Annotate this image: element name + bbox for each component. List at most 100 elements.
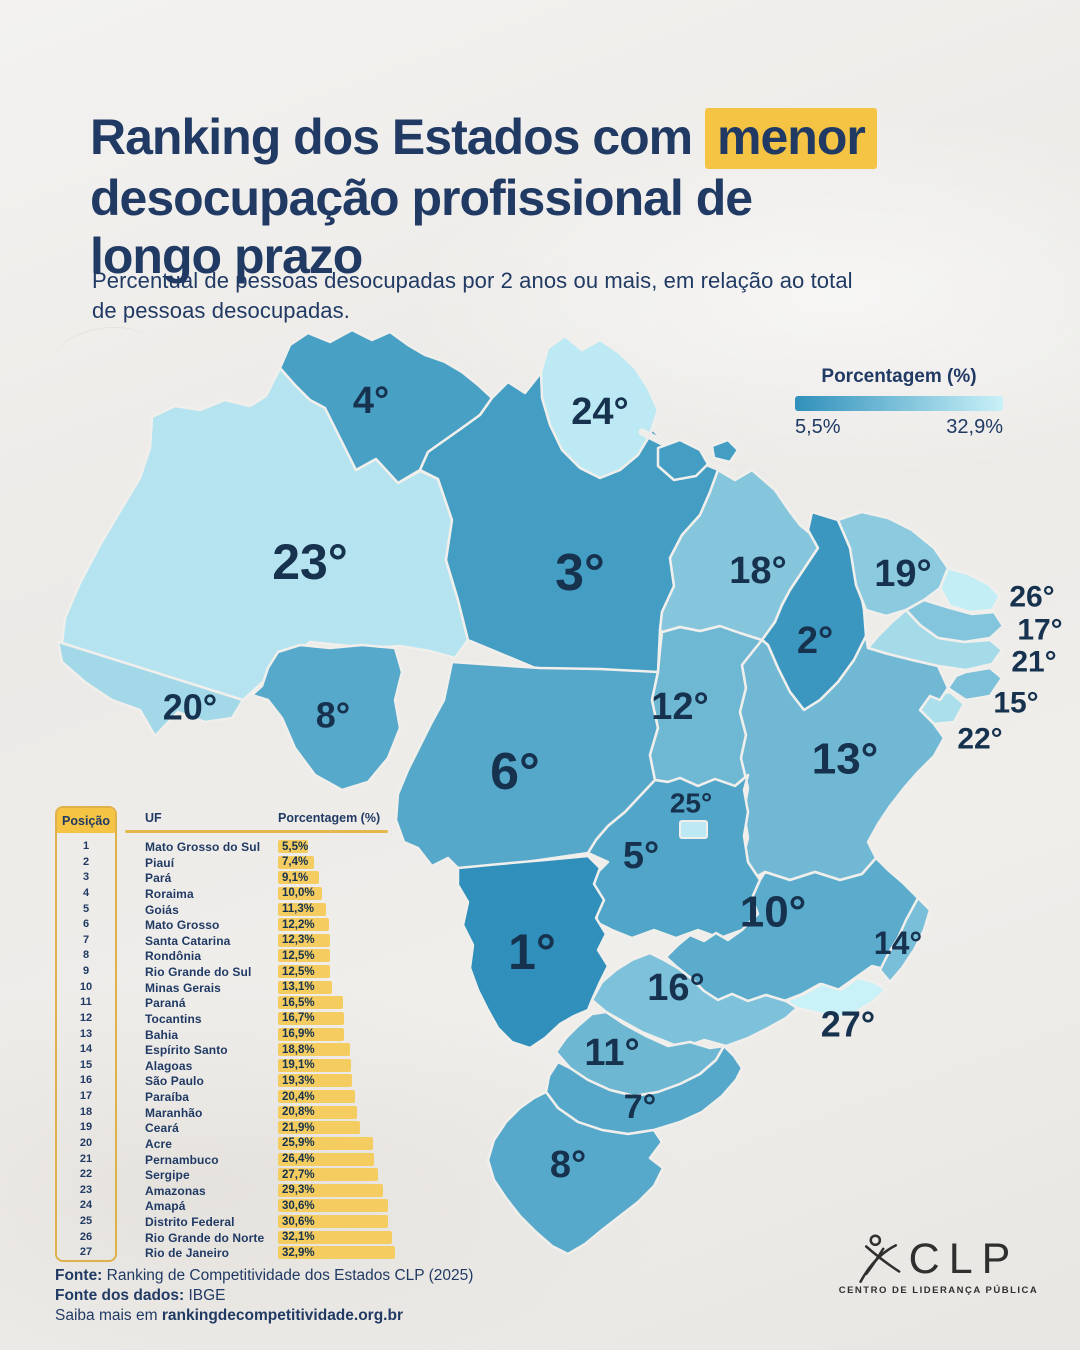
uf-cell: Paraná: [145, 996, 186, 1011]
pct-bar: 18,8%: [278, 1043, 351, 1057]
state-label-AC: 20°: [163, 687, 217, 728]
legend-min: 5,5%: [795, 416, 841, 438]
state-label-PA: 3°: [555, 544, 605, 602]
clp-logo-text: CLP: [908, 1235, 1020, 1283]
rank-cell: 17: [79, 1090, 93, 1102]
table-row: 3 Pará 9,1%: [50, 870, 402, 886]
table-row: 15 Alagoas 19,1%: [50, 1058, 402, 1074]
legend-gradient: [795, 396, 1003, 411]
pct-bar: 5,5%: [278, 840, 308, 853]
state-label-TO: 12°: [651, 686, 708, 728]
pct-bar: 12,5%: [278, 965, 331, 978]
rank-cell: 6: [82, 918, 90, 931]
ranking-table: Posição UF Porcentagem (%) 1 Mato Grosso …: [50, 806, 402, 1268]
table-row: 25 Distrito Federal 30,6%: [50, 1214, 402, 1230]
pct-bar: 19,1%: [278, 1058, 352, 1072]
table-row: 7 Santa Catarina 12,3%: [50, 933, 402, 949]
uf-cell: Roraima: [145, 886, 194, 901]
pct-bar: 30,6%: [278, 1215, 388, 1228]
title-highlight: menor: [705, 107, 877, 169]
uf-cell: Mato Grosso: [145, 918, 220, 933]
pct-bar: 30,6%: [278, 1199, 388, 1213]
pct-bar: 12,2%: [278, 918, 330, 932]
source-line-2: Fonte dos dados: IBGE: [55, 1287, 226, 1304]
page-title: Ranking dos Estados com menor desocupaçã…: [90, 107, 990, 285]
clp-logo-subtext: CENTRO DE LIDERANÇA PÚBLICA: [838, 1285, 1039, 1296]
state-label-MA: 18°: [729, 550, 786, 592]
table-row: 18 Maranhão 20,8%: [50, 1105, 402, 1121]
column-header-uf: UF: [145, 811, 162, 825]
pct-bar: 21,9%: [278, 1121, 360, 1135]
state-label-GO: 5°: [623, 835, 659, 877]
state-label-PB: 17°: [1017, 614, 1062, 647]
table-row: 5 Goiás 11,3%: [50, 902, 402, 918]
pct-bar: 12,5%: [278, 949, 331, 963]
legend-title: Porcentagem (%): [821, 366, 977, 387]
state-label-AL: 15°: [993, 687, 1038, 720]
subtitle-line-1: Percentual de pessoas desocupadas por 2 …: [92, 268, 853, 293]
pct-bar: 11,3%: [278, 902, 327, 916]
table-row: 17 Paraíba 20,4%: [50, 1089, 402, 1105]
state-label-RO: 8°: [316, 695, 350, 736]
uf-cell: Paraíba: [145, 1090, 190, 1104]
uf-cell: Rio de Janeiro: [145, 1246, 230, 1261]
rank-cell: 5: [82, 902, 90, 915]
color-legend: Porcentagem (%) 5,5% 32,9%: [795, 366, 1003, 439]
column-header-pct: Porcentagem (%): [278, 811, 381, 825]
pct-bar: 13,1%: [278, 980, 333, 994]
state-RN: [938, 566, 1002, 614]
pct-bar: 32,1%: [278, 1230, 393, 1244]
rank-cell: 27: [79, 1246, 93, 1259]
rank-cell: 9: [82, 965, 90, 977]
uf-cell: Rio Grande do Norte: [145, 1230, 265, 1245]
pct-bar: 29,3%: [278, 1183, 384, 1197]
pct-bar: 10,0%: [278, 886, 323, 900]
rank-cell: 25: [79, 1215, 93, 1227]
state-label-MS: 1°: [508, 924, 556, 980]
state-label-AM: 23°: [272, 534, 348, 590]
rank-cell: 22: [79, 1168, 93, 1181]
table-row: 2 Piauí 7,4%: [50, 855, 402, 871]
rank-cell: 14: [79, 1043, 93, 1056]
pct-bar: 16,7%: [278, 1011, 344, 1025]
title-text-2: desocupação profissional de: [90, 169, 753, 226]
table-row: 12 Tocantins 16,7%: [50, 1011, 402, 1027]
uf-cell: Amapá: [145, 1199, 186, 1214]
uf-cell: Distrito Federal: [145, 1215, 235, 1229]
rank-cell: 8: [82, 949, 90, 962]
rank-cell: 24: [79, 1199, 93, 1212]
state-label-SE: 22°: [957, 723, 1002, 756]
pct-bar: 26,4%: [278, 1152, 375, 1166]
state-label-CE: 19°: [874, 553, 931, 595]
uf-cell: Rondônia: [145, 949, 202, 964]
rank-cell: 16: [79, 1074, 93, 1087]
uf-cell: Acre: [145, 1136, 173, 1151]
rank-cell: 19: [79, 1121, 93, 1134]
table-row: 21 Pernambuco 26,4%: [50, 1152, 402, 1168]
source-note: Fonte: Ranking de Competitividade dos Es…: [55, 1266, 473, 1326]
table-row: 4 Roraima 10,0%: [50, 886, 402, 902]
rank-cell: 21: [79, 1152, 93, 1165]
uf-cell: Espírito Santo: [145, 1043, 228, 1058]
rank-cell: 15: [79, 1058, 93, 1071]
table-row: 24 Amapá 30,6%: [50, 1198, 402, 1214]
rank-cell: 11: [80, 996, 92, 1009]
uf-cell: Pará: [145, 871, 172, 886]
state-label-MG: 10°: [740, 888, 807, 937]
table-row: 8 Rondônia 12,5%: [50, 948, 402, 964]
subtitle: Percentual de pessoas desocupadas por 2 …: [92, 266, 932, 326]
table-row: 1 Mato Grosso do Sul 5,5%: [50, 839, 402, 855]
state-label-RS: 8°: [550, 1144, 586, 1186]
state-label-DF: 25°: [670, 788, 712, 819]
uf-cell: Goiás: [145, 902, 179, 917]
state-label-RR: 4°: [353, 380, 389, 422]
rank-cell: 2: [82, 855, 90, 868]
state-label-SC: 7°: [624, 1088, 657, 1126]
table-row: 19 Ceará 21,9%: [50, 1120, 402, 1136]
rank-cell: 18: [79, 1105, 93, 1118]
uf-cell: Minas Gerais: [145, 980, 221, 995]
state-label-AP: 24°: [571, 391, 628, 433]
island-small: [710, 438, 740, 464]
rank-cell: 12: [79, 1011, 93, 1024]
table-row: 20 Acre 25,9%: [50, 1136, 402, 1152]
